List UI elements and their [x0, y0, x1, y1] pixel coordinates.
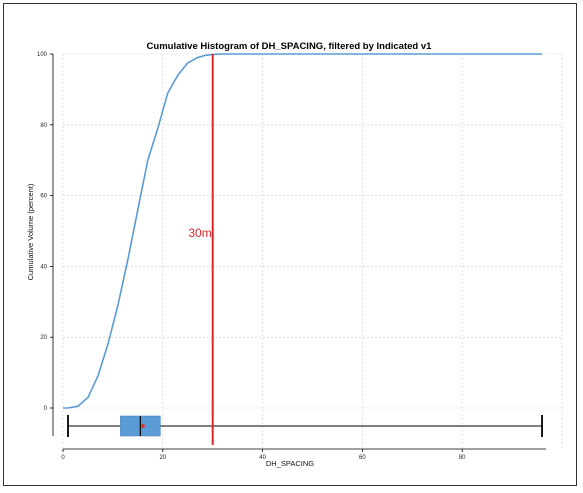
x-tick-label: 80: [459, 455, 466, 461]
chart-frame: [3, 3, 577, 486]
chart-title: Cumulative Histogram of DH_SPACING, filt…: [147, 41, 433, 52]
y-tick-label: 100: [37, 52, 48, 58]
tick-labels: 0 20 40 60 80 100 0 20 40 60 80: [37, 52, 466, 461]
y-tick-label: 60: [40, 194, 47, 200]
grid: [62, 53, 563, 449]
reference-layer: 30m: [188, 54, 214, 445]
series-layer: [63, 53, 542, 409]
y-tick-label: 20: [40, 335, 47, 341]
y-tick-label: 80: [40, 123, 47, 129]
x-tick-label: 20: [159, 455, 166, 461]
boxplot-mean: [140, 424, 145, 428]
y-tick-label: 40: [40, 264, 47, 270]
cumulative-curve: [63, 53, 542, 409]
x-tick-label: 0: [61, 455, 65, 461]
boxplot: [67, 415, 543, 437]
x-tick-label: 60: [359, 455, 366, 461]
y-tick-label: 0: [44, 406, 48, 412]
x-tick-label: 40: [259, 455, 266, 461]
reference-line-label: 30m: [188, 226, 211, 240]
axes: [52, 54, 547, 450]
x-axis-label: DH_SPACING: [266, 459, 314, 468]
y-axis-label: Cumulative Volume (percent): [26, 183, 35, 280]
